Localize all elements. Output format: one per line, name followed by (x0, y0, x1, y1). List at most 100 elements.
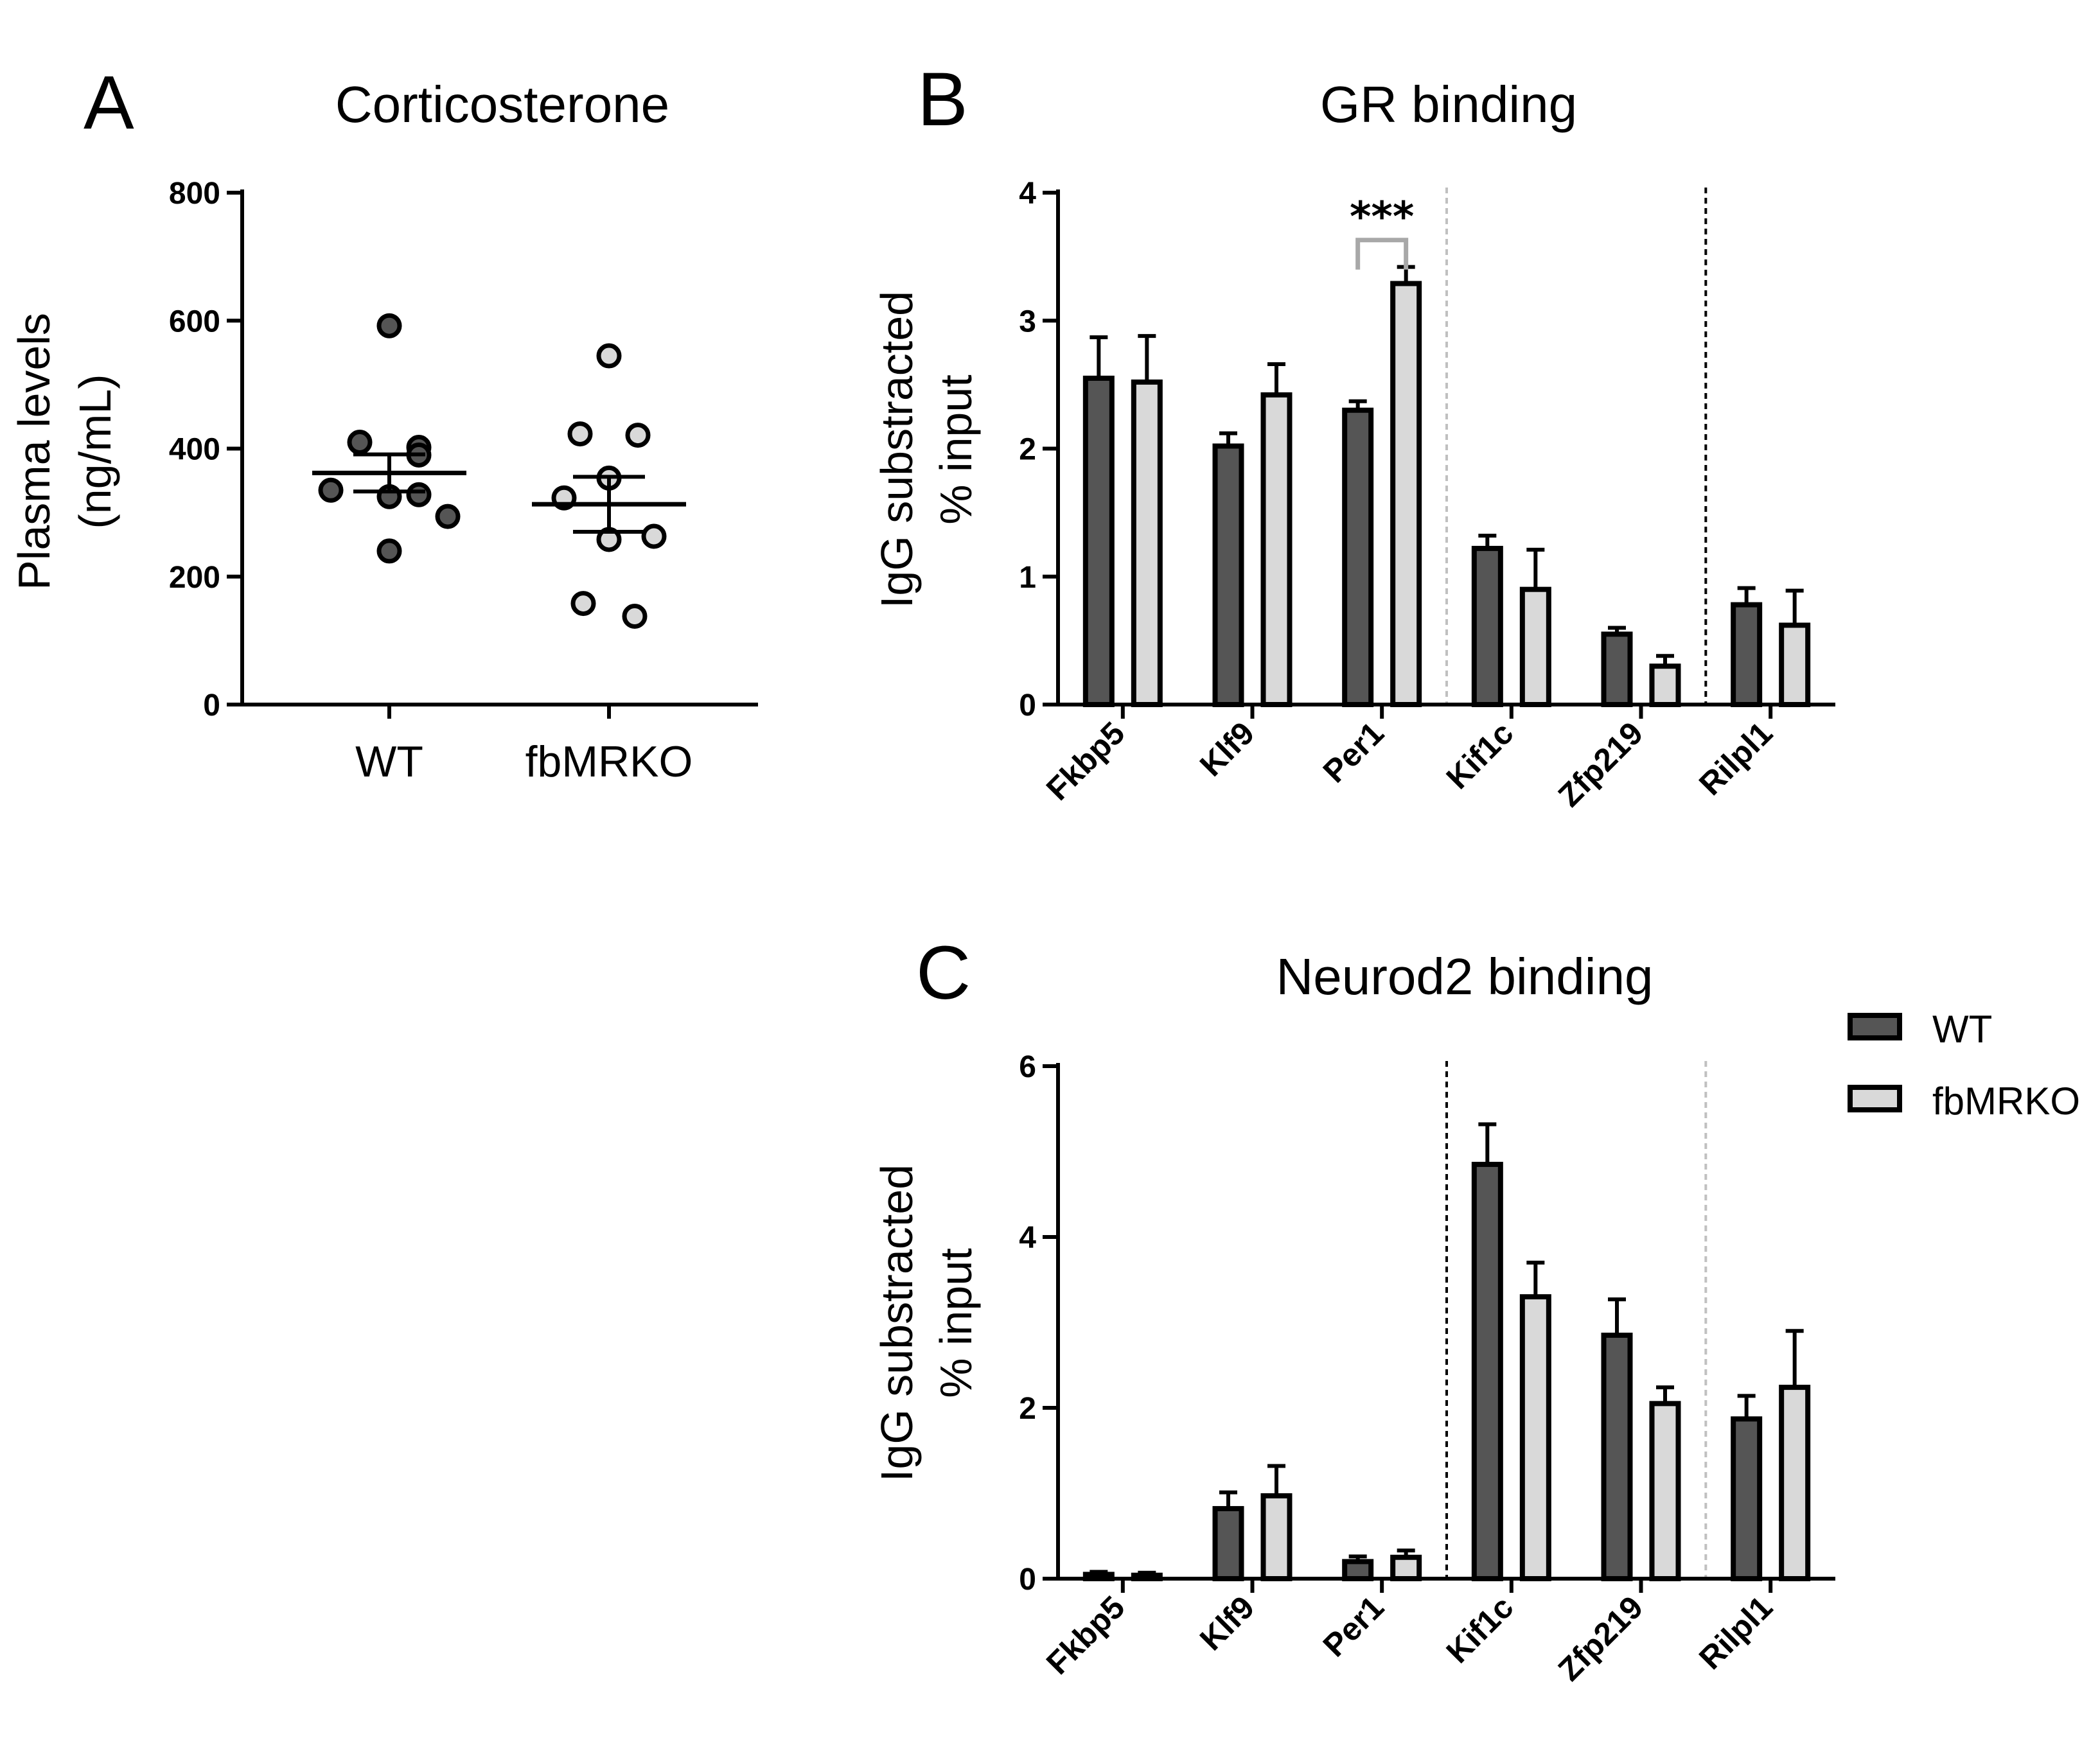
x-tick-label: Zfp219 (1551, 1589, 1650, 1688)
bar (1260, 1493, 1293, 1581)
x-tick-label: Kif1c (1440, 1589, 1521, 1670)
panel-a-x-labels: WT fbMRKO (355, 705, 693, 786)
panel-a-ylabel-line2: (ng/mL) (70, 374, 120, 529)
data-point (376, 538, 402, 564)
significance-label: *** (1350, 194, 1414, 241)
bar (1779, 622, 1811, 708)
significance-bracket (1355, 238, 1409, 270)
y-tick-label: 1 (1019, 561, 1036, 595)
bar (1342, 407, 1374, 707)
bar (1601, 631, 1633, 707)
panel-c-axes (1056, 1063, 1835, 1581)
bar (1131, 379, 1163, 707)
data-point (570, 591, 596, 617)
x-tick-label: Zfp219 (1551, 715, 1650, 814)
panel-b-significance: *** (1350, 194, 1414, 270)
panel-c-bar-chart: C Neurod2 binding IgG substracted % inpu… (872, 931, 1835, 1688)
legend-fbmrko-label: fbMRKO (1932, 1080, 2080, 1123)
bar (1649, 1401, 1681, 1582)
bar (1601, 1332, 1633, 1581)
bar (1212, 1505, 1244, 1581)
legend-fbmrko-swatch (1848, 1085, 1902, 1112)
x-tick-label: WT (355, 737, 423, 786)
bar (1519, 1294, 1551, 1581)
bar (1471, 545, 1503, 707)
panel-b-x-labels: Fkbp5 Klf9 Per1 Kif1c Zfp219 Rilpl1 (1039, 705, 1779, 814)
legend-wt-swatch (1848, 1013, 1902, 1040)
panel-c-y-ticks: 6 4 2 0 (1019, 1050, 1058, 1597)
panel-b-letter: B (917, 57, 968, 142)
bar (1779, 1385, 1811, 1582)
panel-b-title: GR binding (1320, 76, 1577, 133)
y-tick-label: 2 (1019, 1392, 1036, 1426)
x-tick-label: Kif1c (1440, 715, 1521, 796)
data-point (622, 604, 648, 629)
bar (1731, 1416, 1763, 1582)
panel-c-x-labels: Fkbp5 Klf9 Per1 Kif1c Zfp219 Rilpl1 (1039, 1579, 1779, 1688)
x-tick-label: Rilpl1 (1692, 715, 1779, 802)
data-point (406, 482, 432, 507)
data-point (625, 423, 651, 448)
x-tick-label: Klf9 (1193, 715, 1261, 783)
bar (1342, 1559, 1374, 1581)
legend-wt-label: WT (1932, 1008, 1992, 1051)
panel-b-bar-chart: B GR binding IgG substracted % input 4 3 2… (872, 57, 1835, 814)
y-tick-label: 800 (169, 177, 220, 211)
data-point (435, 504, 461, 529)
bar (1082, 375, 1115, 707)
panel-a-axes (240, 189, 758, 706)
bar (1212, 443, 1244, 707)
y-tick-label: 4 (1019, 177, 1036, 211)
y-tick-label: 0 (1019, 1563, 1036, 1597)
data-point (567, 421, 593, 447)
data-point (596, 343, 622, 369)
bar (1731, 602, 1763, 708)
y-tick-label: 0 (203, 689, 220, 723)
y-tick-label: 3 (1019, 304, 1036, 338)
panel-c-ylabel-line2: % input (931, 1248, 981, 1398)
y-tick-label: 400 (169, 433, 220, 467)
panel-b-separators (1445, 188, 1707, 705)
x-tick-label: Per1 (1316, 715, 1391, 789)
y-tick-label: 4 (1019, 1221, 1036, 1255)
x-tick-label: fbMRKO (525, 737, 693, 786)
panel-c-separators (1445, 1061, 1707, 1579)
data-point (641, 523, 667, 549)
bar (1260, 392, 1293, 707)
data-point (376, 313, 402, 338)
panel-a-letter: A (84, 60, 134, 145)
panel-a-title: Corticosterone (335, 76, 669, 133)
panel-c-letter: C (916, 931, 971, 1015)
panel-a-scatter-chart: A Corticosterone Plasma levels (ng/mL) 8… (9, 60, 758, 786)
y-tick-label: 2 (1019, 433, 1036, 467)
x-tick-label: Per1 (1316, 1589, 1391, 1663)
panel-a-points (318, 313, 667, 629)
x-tick-label: Klf9 (1193, 1589, 1261, 1657)
panel-b-ylabel-line1: IgG substracted (872, 291, 922, 608)
y-tick-label: 0 (1019, 689, 1036, 723)
panel-c-ylabel-line1: IgG substracted (872, 1164, 922, 1482)
panel-b-ylabel-line2: % input (931, 374, 981, 524)
data-point (347, 430, 373, 455)
y-tick-label: 600 (169, 304, 220, 338)
x-tick-label: Fkbp5 (1039, 715, 1132, 807)
panel-a-mean-sem (312, 452, 686, 534)
data-point (318, 477, 344, 503)
legend: WT fbMRKO (1848, 1008, 2080, 1123)
bar (1471, 1161, 1503, 1581)
bar (1649, 663, 1681, 707)
bar (1519, 586, 1551, 707)
panel-a-y-ticks: 800 600 400 200 0 (169, 177, 242, 723)
bar (1390, 1554, 1422, 1581)
x-tick-label: Fkbp5 (1039, 1589, 1132, 1681)
panel-b-y-ticks: 4 3 2 1 0 (1019, 177, 1058, 723)
panel-b-bars (1082, 265, 1811, 708)
y-tick-label: 200 (169, 561, 220, 595)
panel-a-ylabel-line1: Plasma levels (9, 313, 59, 590)
bar (1390, 281, 1422, 707)
panel-c-bars (1082, 1122, 1811, 1582)
x-tick-label: Rilpl1 (1692, 1589, 1779, 1676)
panel-c-title: Neurod2 binding (1276, 948, 1653, 1005)
y-tick-label: 6 (1019, 1050, 1036, 1084)
